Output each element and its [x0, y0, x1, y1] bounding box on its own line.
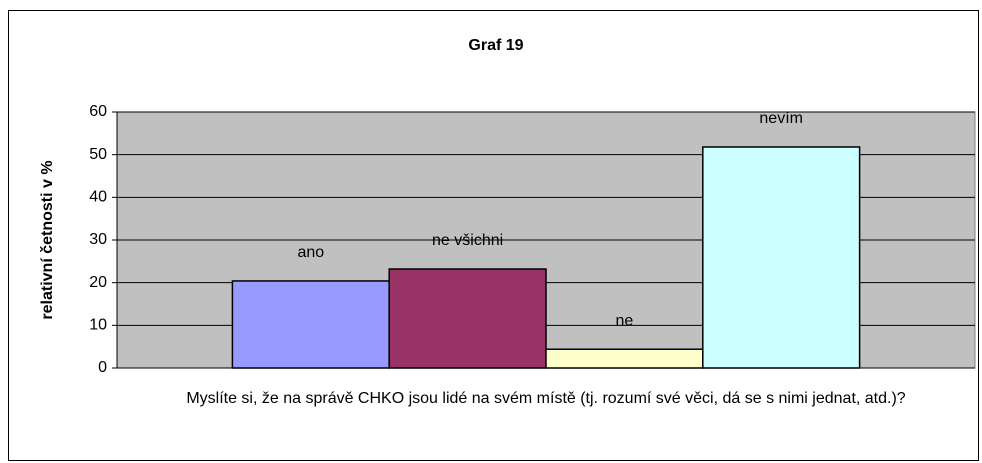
y-tick-label: 40: [89, 189, 107, 206]
data-label: ano: [297, 244, 324, 261]
x-tick-label: Myslíte si, že na správě CHKO jsou lidé …: [186, 390, 906, 407]
y-tick-label: 10: [89, 317, 107, 334]
y-tick-label: 60: [89, 103, 107, 120]
data-label: ne: [616, 312, 634, 329]
chart-title: Graf 19: [468, 37, 523, 54]
y-tick-label: 30: [89, 231, 107, 248]
bar: [702, 146, 861, 369]
data-label: ne všichni: [432, 232, 503, 249]
data-label: nevím: [759, 110, 803, 127]
y-tick-label: 0: [98, 359, 107, 376]
y-tick-label: 20: [89, 274, 107, 291]
y-tick-label: 50: [89, 146, 107, 163]
y-axis-label: relativní četnosti v %: [39, 160, 56, 319]
bar: [231, 280, 390, 369]
bar: [545, 348, 704, 369]
bar: [388, 268, 547, 369]
